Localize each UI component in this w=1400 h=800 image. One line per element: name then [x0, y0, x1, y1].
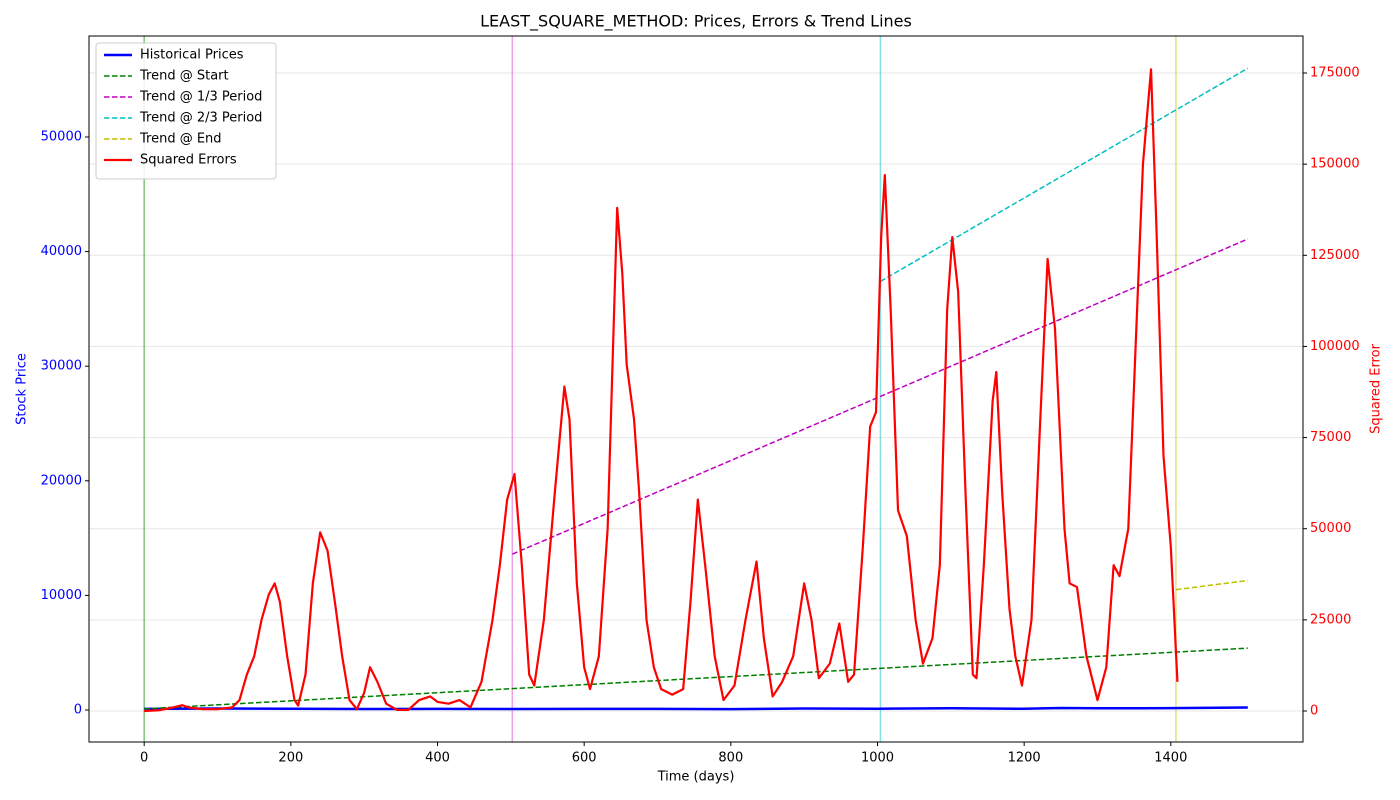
x-tick-label: 0 — [140, 751, 148, 766]
y-axis-label: Stock Price — [15, 353, 30, 425]
chart-title: LEAST_SQUARE_METHOD: Prices, Errors & Tr… — [480, 12, 912, 32]
y-tick-label: 0 — [74, 703, 82, 718]
y2-tick-label: 125000 — [1310, 248, 1360, 263]
y2-tick-label: 100000 — [1310, 339, 1360, 354]
y2-axis-label: Squared Error — [1369, 343, 1384, 433]
series-line — [144, 68, 1179, 713]
plot-frame — [88, 35, 1304, 743]
x-tick-label: 200 — [278, 751, 303, 766]
x-tick-label: 1400 — [1154, 751, 1187, 766]
series-line — [144, 647, 1248, 710]
y2-tick-label: 25000 — [1310, 612, 1351, 627]
x-tick-label: 1000 — [861, 751, 894, 766]
y-tick-label: 20000 — [41, 473, 82, 488]
legend-label: Trend @ Start — [139, 69, 229, 84]
x-tick-label: 400 — [425, 751, 450, 766]
x-tick-label: 800 — [718, 751, 743, 766]
y-tick-label: 10000 — [41, 588, 82, 603]
x-axis-label: Time (days) — [657, 770, 735, 785]
y-tick-label: 50000 — [41, 129, 82, 144]
y-tick-label: 40000 — [41, 244, 82, 259]
legend-label: Trend @ 1/3 Period — [139, 90, 262, 105]
legend-label: Historical Prices — [140, 48, 244, 63]
x-tick-label: 600 — [572, 751, 597, 766]
y2-tick-label: 150000 — [1310, 157, 1360, 172]
legend-box — [95, 42, 277, 180]
y2-tick-label: 75000 — [1310, 430, 1351, 445]
series-line — [880, 67, 1249, 283]
y2-tick-label: 0 — [1310, 704, 1318, 719]
legend-label: Trend @ End — [139, 132, 222, 147]
legend-label: Trend @ 2/3 Period — [139, 111, 262, 126]
y2-tick-label: 175000 — [1310, 66, 1360, 81]
y-tick-label: 30000 — [41, 359, 82, 374]
y2-tick-label: 50000 — [1310, 521, 1351, 536]
series-line — [512, 238, 1249, 555]
series-line — [144, 706, 1248, 711]
x-tick-label: 1200 — [1008, 751, 1041, 766]
series-line — [1175, 579, 1248, 591]
legend-label: Squared Errors — [140, 153, 237, 168]
